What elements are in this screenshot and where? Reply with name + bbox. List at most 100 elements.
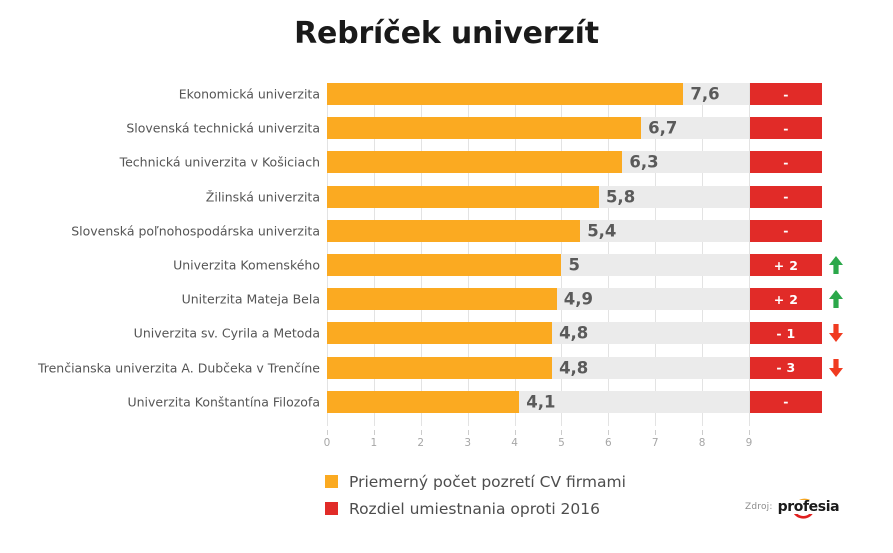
x-tick-label: 2 <box>417 437 425 449</box>
value-bar <box>327 390 520 413</box>
source-attribution: Zdroj: profesia <box>745 492 840 522</box>
bar-value-label: 4,1 <box>526 392 556 412</box>
rank-change-badge: - <box>750 390 822 413</box>
gridline <box>749 83 750 426</box>
x-tick-mark <box>467 430 469 435</box>
bar-track <box>327 288 749 311</box>
legend-label: Rozdiel umiestnania oproti 2016 <box>349 499 600 518</box>
profesia-logo: profesia <box>777 492 840 522</box>
category-label: Univerzita Komenského <box>173 257 320 273</box>
value-bar <box>327 288 557 311</box>
category-label: Univerzita Konštantína Filozofa <box>127 394 320 410</box>
x-tick-label: 7 <box>651 437 659 449</box>
bar-track <box>327 390 749 413</box>
category-label: Uniterzita Mateja Bela <box>181 291 320 307</box>
x-tick-label: 1 <box>370 437 378 449</box>
category-label: Ekonomická univerzita <box>178 86 320 102</box>
chart-row: Slovenská poľnohospodárska univerzita 5,4… <box>0 219 893 242</box>
value-bar <box>327 83 684 105</box>
legend-swatch <box>325 475 338 488</box>
rank-change-badge: + 2 <box>750 254 822 276</box>
category-label: Univerzita sv. Cyrila a Metoda <box>133 325 320 341</box>
x-tick-label: 5 <box>558 437 565 449</box>
bar-value-label: 5,4 <box>587 221 617 241</box>
value-bar <box>327 117 642 140</box>
chart-row: Univerzita Komenského 5 + 2 <box>0 254 893 276</box>
bar-value-label: 7,6 <box>690 84 720 104</box>
bar-track <box>327 356 749 379</box>
arrow-down-icon <box>828 323 844 343</box>
page-title: Rebríček univerzít <box>294 16 599 51</box>
chart-row: Uniterzita Mateja Bela 4,9 + 2 <box>0 288 893 311</box>
category-label: Trenčianska univerzita A. Dubčeka v Tren… <box>37 360 320 376</box>
x-tick-mark <box>420 430 422 435</box>
legend-swatch <box>325 502 338 515</box>
x-tick-mark <box>561 430 563 435</box>
legend-item: Rozdiel umiestnania oproti 2016 <box>325 495 745 522</box>
x-tick-label: 0 <box>323 437 331 449</box>
x-tick-label: 9 <box>745 437 753 449</box>
bar-track <box>327 254 749 276</box>
chart-plot-area: Ekonomická univerzita 7,6- Slovenská techn… <box>0 78 893 430</box>
bar-track <box>327 185 749 208</box>
chart-legend: Priemerný počet pozretí CV firmami Rozdie… <box>325 468 745 522</box>
value-bar <box>327 322 553 345</box>
category-label: Technická univerzita v Košiciach <box>119 154 320 170</box>
bar-value-label: 6,7 <box>648 118 678 138</box>
chart-row: Trenčianska univerzita A. Dubčeka v Tren… <box>0 356 893 379</box>
x-tick-mark <box>373 430 375 435</box>
bar-value-label: 5 <box>568 255 580 275</box>
legend-label: Priemerný počet pozretí CV firmami <box>349 472 626 491</box>
bar-track <box>327 83 749 105</box>
bar-value-label: 5,8 <box>605 187 636 207</box>
bar-track <box>327 151 749 174</box>
chart-row: Slovenská technická univerzita 6,7 - <box>0 117 893 140</box>
rank-change-badge: - <box>750 185 822 208</box>
x-tick-mark <box>327 430 328 435</box>
x-tick-mark <box>514 430 516 435</box>
bar-track <box>327 322 749 345</box>
rank-change-badge: + 2 <box>750 288 822 311</box>
rank-change-badge: - <box>750 83 822 105</box>
source-label: Zdroj: <box>745 502 773 512</box>
x-tick-mark <box>702 430 704 435</box>
x-axis: 0 1 2 3 4 5 6 7 8 9 <box>323 430 797 456</box>
value-bar <box>327 151 623 174</box>
x-tick-mark <box>608 430 610 435</box>
value-bar <box>327 254 562 276</box>
x-tick-label: 3 <box>464 437 471 449</box>
chart-rows: Ekonomická univerzita 7,6- Slovenská techn… <box>0 78 893 430</box>
x-tick-mark <box>655 430 657 435</box>
bar-value-label: 6,3 <box>629 152 659 172</box>
category-label: Žilinská univerzita <box>205 189 320 205</box>
category-label: Slovenská technická univerzita <box>126 120 320 136</box>
x-tick-label: 4 <box>511 437 518 449</box>
logo-wordmark: profesia <box>777 499 840 515</box>
value-bar <box>327 356 553 379</box>
chart-row: Technická univerzita v Košiciach 6,3 - <box>0 151 893 174</box>
bar-track <box>327 219 749 242</box>
bar-value-label: 4,8 <box>559 323 589 343</box>
rank-change-badge: - <box>750 117 822 140</box>
chart-row: Ekonomická univerzita 7,6 - <box>0 83 893 105</box>
category-label: Slovenská poľnohospodárska univerzita <box>71 223 320 239</box>
value-bar <box>327 185 599 208</box>
x-tick-label: 6 <box>604 437 612 449</box>
chart-row: Univerzita sv. Cyrila a Metoda 4,8 - 1 <box>0 322 893 345</box>
rank-change-badge: - 3 <box>750 356 822 379</box>
arrow-up-icon <box>828 255 844 275</box>
value-bar <box>327 219 581 242</box>
bar-value-label: 4,9 <box>563 289 593 309</box>
rank-change-badge: - <box>750 219 822 242</box>
arrow-down-icon <box>828 358 844 378</box>
rank-change-badge: - 1 <box>750 322 822 345</box>
bar-track <box>327 117 749 140</box>
arrow-up-icon <box>828 289 844 309</box>
x-tick-mark <box>749 430 750 435</box>
legend-item: Priemerný počet pozretí CV firmami <box>325 468 745 495</box>
bar-value-label: 4,8 <box>559 358 589 378</box>
chart-row: Univerzita Konštantína Filozofa 4,1 - <box>0 390 893 413</box>
x-tick-label: 8 <box>698 437 706 449</box>
chart-row: Žilinská univerzita 5,8 - <box>0 185 893 208</box>
rank-change-badge: - <box>750 151 822 174</box>
